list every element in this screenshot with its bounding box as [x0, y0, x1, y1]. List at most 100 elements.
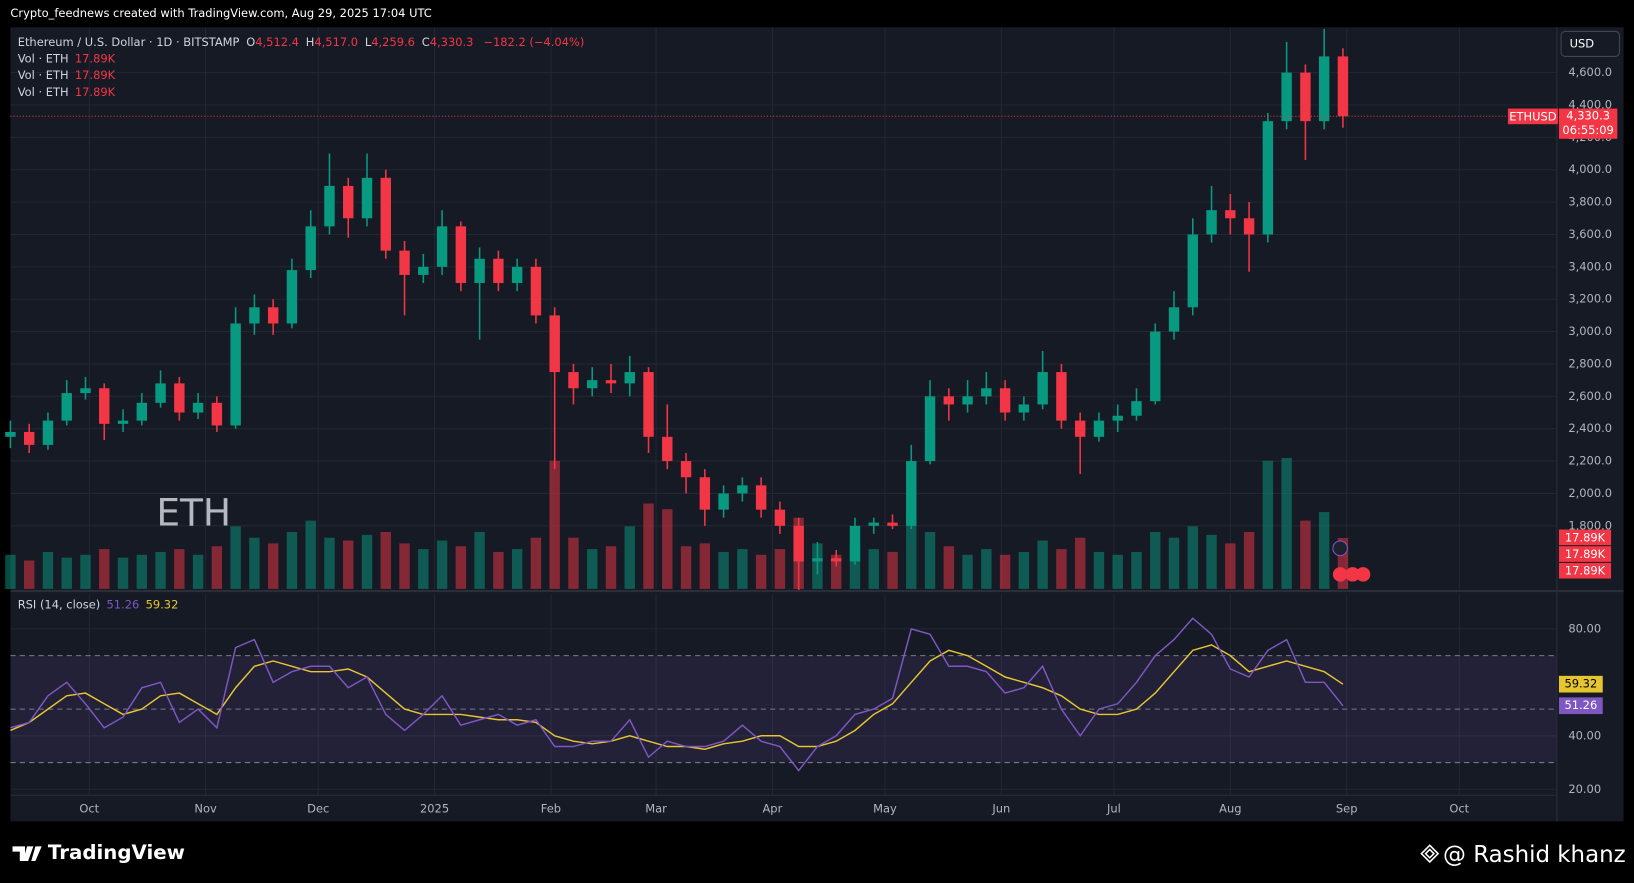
volume-bar — [1206, 534, 1217, 589]
vol-value: 17.89K — [75, 68, 116, 82]
candle-body — [418, 266, 429, 275]
volume-bar — [155, 551, 166, 589]
vol-tag — [1558, 546, 1612, 562]
candle-body — [99, 388, 110, 424]
candle-body — [812, 558, 823, 562]
volume-bar — [981, 549, 992, 589]
volume-bar — [99, 549, 110, 589]
vol-legend: Vol · ETH 17.89K — [18, 68, 116, 82]
candle-body — [1112, 415, 1123, 421]
candle-body — [324, 185, 335, 227]
volume-bar — [755, 554, 767, 589]
candle-body — [943, 396, 955, 405]
candle-body — [380, 177, 391, 251]
brand-logo — [12, 846, 42, 861]
candle-body — [80, 388, 91, 394]
volume-bar — [699, 543, 711, 589]
volume-bar — [530, 537, 542, 589]
vol-axis-label: 17.89K — [1565, 564, 1606, 578]
candle-body — [643, 372, 654, 437]
candle-body — [1318, 56, 1330, 122]
candle-body — [568, 372, 579, 389]
candle-body — [1187, 234, 1199, 308]
y-tick-label: 3,800.0 — [1568, 195, 1612, 209]
event-icon[interactable] — [1332, 567, 1348, 582]
vol-name: Vol · ETH — [18, 51, 69, 65]
volume-bar — [361, 534, 373, 589]
rsi-title: RSI (14, close) — [18, 597, 101, 611]
candle-body — [849, 525, 861, 562]
volume-bar — [868, 549, 879, 589]
candle-body — [1093, 420, 1105, 437]
candle-body — [211, 402, 223, 426]
event-icons[interactable] — [1332, 540, 1371, 582]
ohlc-key: H — [306, 34, 315, 48]
volume-bar — [192, 554, 204, 589]
volume-bar — [493, 551, 504, 589]
value-tag-label: 51.26 — [1564, 698, 1597, 712]
volume-bar — [887, 551, 898, 589]
candle-body — [117, 420, 129, 424]
candle-body — [493, 258, 504, 284]
y-tick-label: 2,400.0 — [1568, 421, 1612, 435]
chart-area — [10, 27, 1624, 822]
vol-legend: Vol · ETH 17.89K — [18, 84, 116, 98]
candle-body — [230, 323, 241, 426]
currency-button[interactable] — [1560, 30, 1620, 57]
volume-bar — [1300, 520, 1311, 589]
volume-bar — [249, 537, 260, 589]
volume-bar — [380, 531, 391, 589]
volume-bar — [1018, 551, 1030, 589]
volume-bar — [680, 546, 692, 589]
volume-bar — [267, 543, 279, 589]
event-icon[interactable] — [1345, 567, 1360, 582]
volume-bar — [1112, 554, 1123, 589]
volume-bar — [5, 554, 16, 589]
volume-bar — [324, 537, 335, 589]
event-icon[interactable] — [1332, 540, 1348, 557]
volume-bar — [305, 520, 316, 589]
x-tick-label: Feb — [541, 801, 561, 815]
volume-bar — [568, 537, 579, 589]
author: @ Rashid khanz — [1443, 842, 1626, 868]
x-tick-label: Oct — [79, 801, 99, 815]
candle-body — [1337, 56, 1349, 117]
y-tick-label: 4,000.0 — [1568, 162, 1612, 176]
candle-body — [155, 383, 166, 403]
volume-bar — [211, 546, 223, 589]
volume-bar — [343, 540, 354, 589]
volume-bar — [718, 551, 729, 589]
rsi-legend: RSI (14, close) 51.26 59.32 — [18, 597, 179, 611]
x-tick-label: Jun — [991, 801, 1010, 815]
candle-body — [868, 522, 879, 526]
countdown: 06:55:09 — [1562, 123, 1613, 137]
volume-bar — [643, 503, 654, 589]
candle-body — [549, 315, 560, 373]
ohlc-key: L — [365, 34, 372, 48]
y-tick-label: 1,800.0 — [1568, 518, 1612, 532]
ohlc-value: 4,330.3 — [430, 34, 474, 48]
rsi-line — [10, 617, 1344, 772]
volume-bar — [23, 560, 35, 589]
volume-bar — [624, 526, 635, 589]
volume-bar — [962, 554, 973, 589]
volume-bar — [474, 531, 485, 589]
volume-bar — [849, 543, 861, 589]
y-tick-label: 3,600.0 — [1568, 227, 1612, 241]
volume-bar — [455, 546, 467, 589]
value-tag — [1558, 675, 1603, 693]
volume-bar — [1093, 551, 1105, 589]
candle-body — [1206, 210, 1217, 235]
candle-body — [906, 461, 917, 526]
logo-icon — [12, 846, 42, 861]
ohlc-value: 4,517.0 — [314, 34, 358, 48]
event-icon[interactable] — [1355, 567, 1371, 582]
x-tick-label: Apr — [762, 801, 782, 815]
last-price-tag — [1558, 108, 1618, 139]
vol-legend: Vol · ETH 17.89K — [18, 51, 116, 65]
last-price: 4,330.3 — [1566, 108, 1610, 122]
y-tick-label: 2,600.0 — [1568, 389, 1612, 403]
vol-tag — [1558, 529, 1612, 546]
candle-body — [662, 436, 673, 462]
currency: USD — [1570, 36, 1595, 50]
